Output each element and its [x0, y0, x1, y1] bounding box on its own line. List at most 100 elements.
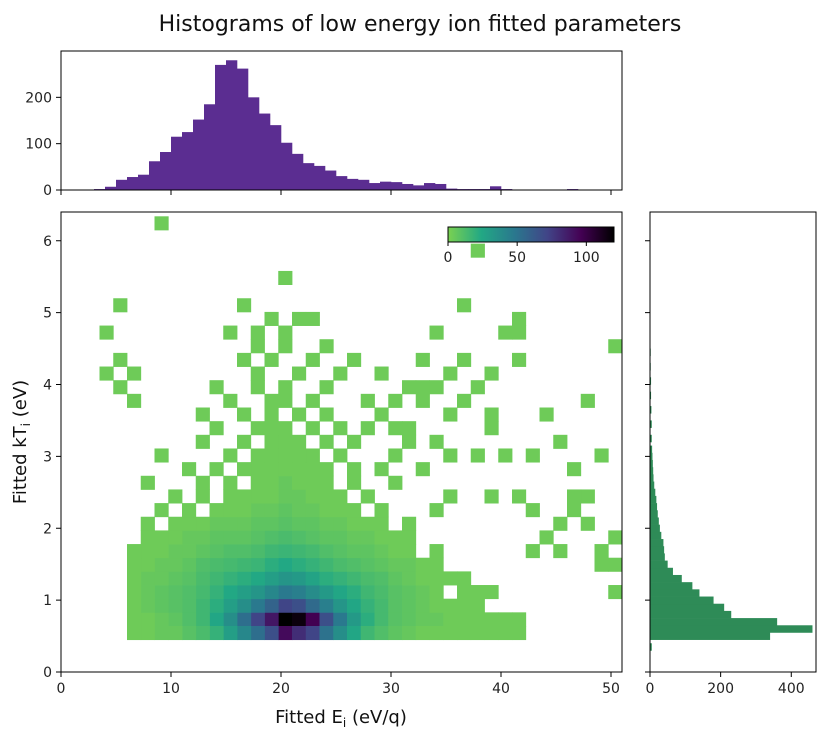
y-tick-label: 6 [43, 234, 52, 250]
heatmap-cell [305, 393, 320, 408]
top-histogram-bar [270, 125, 282, 190]
heatmap-cell [333, 571, 348, 586]
heatmap-cell [264, 393, 279, 408]
top-histogram-bar [303, 163, 315, 190]
top-histogram-bar [490, 186, 502, 190]
colorbar-tick-label: 100 [573, 250, 600, 266]
right-x-tick-label: 200 [707, 681, 734, 697]
heatmap-cell [347, 598, 362, 613]
top-y-tick-label: 200 [25, 90, 52, 106]
heatmap-cell [347, 544, 362, 559]
heatmap-cell [374, 407, 389, 422]
heatmap-cell [443, 612, 458, 627]
heatmap-cell [168, 544, 183, 559]
heatmap-cell [347, 612, 362, 627]
heatmap-cell [305, 598, 320, 613]
heatmap-cell [292, 475, 307, 490]
heatmap-cell [292, 489, 307, 504]
heatmap-cell [374, 598, 389, 613]
heatmap-cell [264, 612, 279, 627]
heatmap-cell [237, 462, 252, 477]
heatmap-cell [498, 448, 513, 463]
heatmap-cell [429, 544, 444, 559]
heatmap-cell [140, 571, 155, 586]
heatmap-cell [347, 475, 362, 490]
heatmap-cell [374, 557, 389, 572]
heatmap-cell [347, 557, 362, 572]
heatmap-cell [292, 448, 307, 463]
heatmap-cell [195, 598, 210, 613]
right-histogram-bar [650, 632, 771, 640]
heatmap-cell [195, 489, 210, 504]
heatmap-cell [223, 626, 238, 641]
top-histogram-frame [60, 50, 623, 191]
heatmap-cell [429, 557, 444, 572]
heatmap-cell [402, 530, 417, 545]
heatmap-cell [168, 626, 183, 641]
heatmap-cell [305, 503, 320, 518]
colorbar-gradient [447, 226, 615, 243]
heatmap-cell [168, 530, 183, 545]
heatmap-cell [264, 352, 279, 367]
heatmap-cell [333, 626, 348, 641]
heatmap-cell [182, 585, 197, 600]
top-histogram-bar [138, 174, 150, 190]
heatmap-cell [182, 626, 197, 641]
heatmap-cell [237, 612, 252, 627]
heatmap-cell [195, 612, 210, 627]
heatmap-cell [292, 544, 307, 559]
heatmap-cell [127, 544, 142, 559]
heatmap-cell [347, 503, 362, 518]
top-histogram-bar [314, 165, 326, 190]
heatmap-cell [484, 366, 499, 381]
heatmap-cell [140, 530, 155, 545]
heatmap-cell [209, 380, 224, 395]
top-histogram-bar [358, 179, 370, 190]
heatmap-cell [250, 380, 265, 395]
heatmap-cell [223, 516, 238, 531]
heatmap-cell [594, 544, 609, 559]
heatmap-cell [360, 530, 375, 545]
y-tick-label: 2 [43, 521, 52, 537]
heatmap-cell [223, 475, 238, 490]
right-histogram-bar [650, 574, 682, 583]
heatmap-cell [360, 421, 375, 436]
heatmap-cell [553, 544, 568, 559]
heatmap-cell [415, 598, 430, 613]
heatmap-cell [237, 503, 252, 518]
heatmap-cell [539, 407, 554, 422]
right-histogram-bar [650, 406, 652, 414]
heatmap-cell [113, 352, 128, 367]
heatmap-cell [360, 571, 375, 586]
top-histogram-bar [391, 182, 403, 190]
heatmap-cell [250, 489, 265, 504]
heatmap-cell [250, 530, 265, 545]
heatmap-cell [250, 516, 265, 531]
heatmap-cell [264, 503, 279, 518]
colorbar-tick-label: 0 [444, 250, 453, 266]
heatmap-cell [388, 544, 403, 559]
heatmap-cell [278, 448, 293, 463]
heatmap-cell [154, 530, 169, 545]
chart-title: Histograms of low energy ion fitted para… [159, 12, 682, 37]
heatmap-cell [402, 434, 417, 449]
heatmap-cell [319, 434, 334, 449]
heatmap-cell [512, 489, 527, 504]
heatmap-cell [292, 462, 307, 477]
heatmap-cell [388, 530, 403, 545]
heatmap-cell [457, 612, 472, 627]
heatmap-cell [168, 598, 183, 613]
heatmap-cell [140, 544, 155, 559]
heatmap-cell [388, 475, 403, 490]
heatmap-cell [305, 530, 320, 545]
heatmap-cell [580, 516, 595, 531]
top-histogram-bar [259, 113, 271, 190]
heatmap-cell [264, 530, 279, 545]
heatmap-cell [278, 557, 293, 572]
top-histogram-bar [248, 97, 260, 190]
heatmap-cell [402, 626, 417, 641]
heatmap-cell [319, 585, 334, 600]
right-histogram-bar [650, 434, 652, 443]
heatmap-cell [154, 557, 169, 572]
